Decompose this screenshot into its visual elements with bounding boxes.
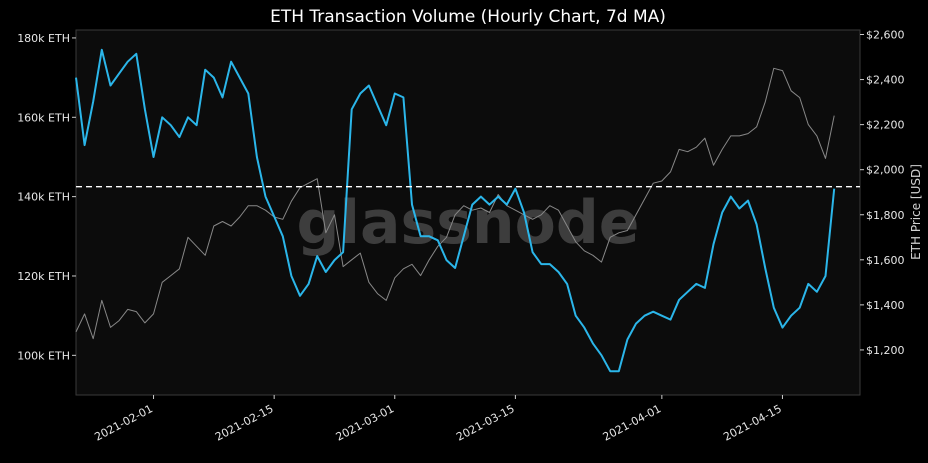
left-tick-label: 120k ETH: [17, 270, 70, 283]
right-tick-label: $2,400: [866, 74, 905, 87]
plot-area: [75, 29, 861, 396]
right-tick-label: $2,200: [866, 119, 905, 132]
left-tick-label: 180k ETH: [17, 32, 70, 45]
chart-title: ETH Transaction Volume (Hourly Chart, 7d…: [270, 7, 666, 27]
left-tick-label: 160k ETH: [17, 111, 70, 124]
right-tick-label: $1,400: [866, 299, 905, 312]
right-axis-label: ETH Price [USD]: [909, 164, 923, 260]
left-tick-label: 100k ETH: [17, 349, 70, 362]
left-axis: 100k ETH 120k ETH 140k ETH 160k ETH 180k ETH: [17, 32, 76, 362]
series-layer: [75, 48, 836, 373]
right-tick-label: $2,600: [866, 29, 905, 42]
right-tick-label: $1,200: [866, 344, 905, 357]
right-tick-label: $1,600: [866, 254, 905, 267]
right-tick-label: $1,800: [866, 209, 905, 222]
volume-series-line: [75, 48, 836, 373]
right-tick-label: $2,000: [866, 164, 905, 177]
right-axis: $1,200 $1,400 $1,600 $1,800 $2,000 $2,200 $2,4…: [860, 29, 905, 357]
price-series-line: [75, 67, 835, 340]
left-tick-label: 140k ETH: [17, 191, 70, 204]
